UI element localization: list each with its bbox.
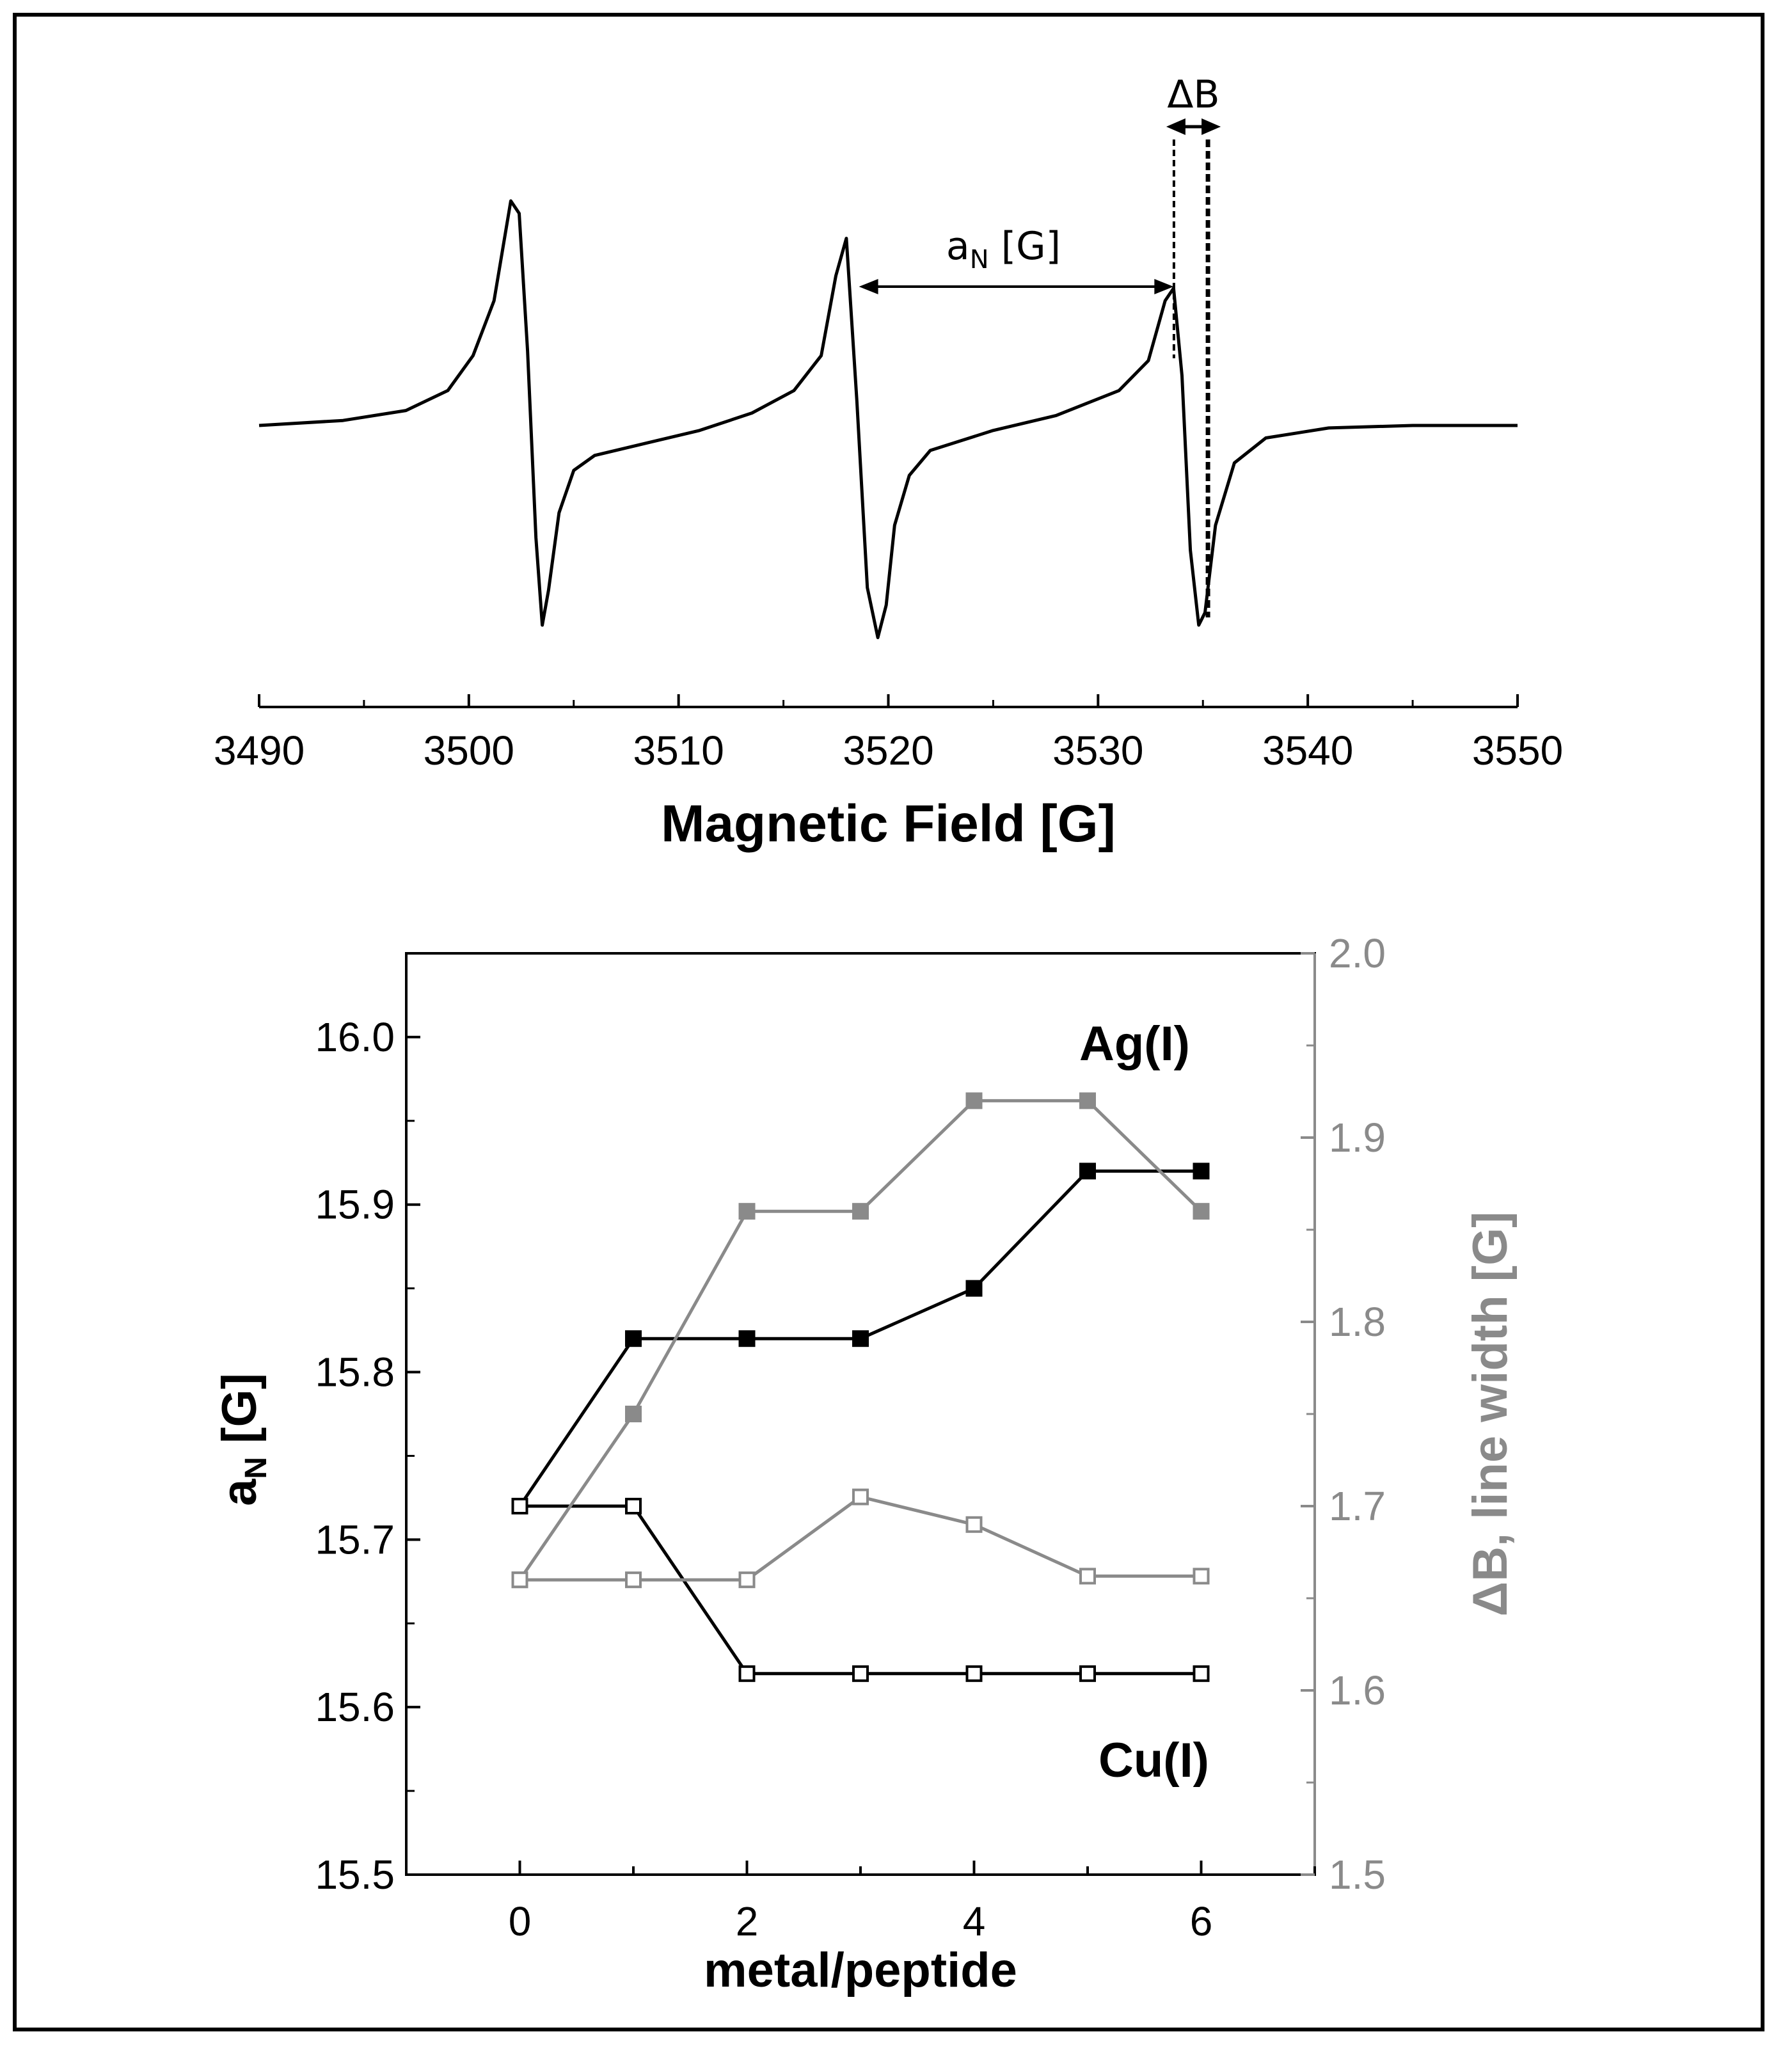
right-y-ticks: 1.5 1.6 1.7 1.8 1.9 2.0 bbox=[1301, 930, 1386, 1898]
an-arrow-head-left bbox=[859, 279, 878, 294]
an-label-rest: [G] bbox=[989, 224, 1061, 269]
top-x-tick-label: 3490 bbox=[214, 727, 305, 774]
data-point-open-marker bbox=[965, 1665, 983, 1682]
an-label-main: a bbox=[946, 224, 970, 269]
top-x-axis-label: Magnetic Field [G] bbox=[661, 795, 1116, 853]
ag-series-label: Ag(I) bbox=[1079, 1017, 1190, 1071]
right-y-axis-label: ΔB, line width [G] bbox=[1463, 1211, 1518, 1616]
left-y-tick-label: 15.5 bbox=[315, 1852, 395, 1898]
top-x-tick-label: 3510 bbox=[633, 727, 724, 774]
top-x-tick-label: 3530 bbox=[1052, 727, 1143, 774]
data-point-open-marker bbox=[511, 1571, 528, 1589]
data-point-filled-marker bbox=[965, 1280, 983, 1297]
data-point-filled-marker bbox=[1193, 1163, 1210, 1180]
left-y-axis-label: aN [G] bbox=[212, 1373, 273, 1506]
right-y-tick-label: 1.5 bbox=[1329, 1852, 1386, 1898]
top-x-tick-label: 3540 bbox=[1262, 727, 1353, 774]
top-x-tick-label: 3520 bbox=[843, 727, 933, 774]
top-x-tick-label: 3500 bbox=[424, 727, 514, 774]
data-point-open-marker bbox=[852, 1665, 869, 1682]
data-point-open-marker bbox=[738, 1571, 756, 1589]
epr-spectrum-panel: 3490 3500 3510 3520 3530 3540 3550 Magnetic Fi… bbox=[214, 72, 1563, 853]
top-x-ticks: 3490 3500 3510 3520 3530 3540 3550 bbox=[214, 694, 1563, 774]
epr-spectrum-line bbox=[258, 199, 1518, 639]
left-y-ticks: 15.5 15.6 15.7 15.8 15.9 16.0 bbox=[315, 952, 420, 1898]
left-y-tick-label: 15.7 bbox=[315, 1516, 395, 1562]
bottom-x-ticks: 0 2 4 6 bbox=[405, 1861, 1316, 1944]
data-point-filled-marker bbox=[625, 1330, 642, 1347]
right-y-tick-label: 1.7 bbox=[1329, 1483, 1386, 1529]
series-layer bbox=[511, 1092, 1210, 1682]
bottom-x-tick-label: 6 bbox=[1190, 1898, 1213, 1944]
data-point-open-marker bbox=[511, 1498, 528, 1514]
data-point-filled-marker bbox=[852, 1330, 869, 1347]
hyperfine-coupling-annotation: aN [G] bbox=[859, 224, 1174, 294]
right-y-tick-label: 2.0 bbox=[1329, 930, 1386, 976]
bottom-x-axis-label: metal/peptide bbox=[704, 1943, 1017, 1997]
data-point-filled-marker bbox=[965, 1092, 983, 1109]
data-point-filled-marker bbox=[852, 1203, 869, 1220]
linewidth-annotation: ΔB bbox=[1166, 72, 1221, 617]
cu-series-label: Cu(I) bbox=[1098, 1733, 1209, 1788]
left-y-tick-label: 16.0 bbox=[315, 1014, 395, 1060]
data-point-filled-marker bbox=[1193, 1203, 1210, 1220]
data-point-open-marker bbox=[1193, 1568, 1210, 1585]
data-point-open-marker bbox=[965, 1516, 983, 1533]
data-point-filled-marker bbox=[738, 1330, 756, 1347]
series-line-cu-i-a-n bbox=[519, 1504, 1201, 1676]
figure-frame bbox=[13, 13, 1764, 2031]
db-label: ΔB bbox=[1167, 72, 1219, 117]
right-y-tick-label: 1.9 bbox=[1329, 1115, 1386, 1161]
left-y-label-sub: N bbox=[239, 1457, 273, 1479]
series-line-cu-i-b bbox=[519, 1495, 1201, 1582]
right-y-tick-label: 1.8 bbox=[1329, 1299, 1386, 1345]
left-y-label-main: a bbox=[212, 1479, 267, 1506]
data-point-open-marker bbox=[738, 1665, 756, 1682]
db-arrow-head-right bbox=[1201, 118, 1221, 135]
data-point-open-marker bbox=[1193, 1665, 1210, 1682]
bottom-x-tick-label: 2 bbox=[736, 1898, 759, 1944]
an-label: aN [G] bbox=[946, 224, 1061, 274]
an-label-sub: N bbox=[970, 245, 989, 274]
data-point-filled-marker bbox=[1079, 1163, 1096, 1180]
left-y-label-rest: [G] bbox=[212, 1373, 267, 1457]
bottom-x-tick-label: 4 bbox=[963, 1898, 986, 1944]
right-y-tick-label: 1.6 bbox=[1329, 1667, 1386, 1713]
data-point-open-marker bbox=[1079, 1665, 1096, 1682]
data-point-open-marker bbox=[852, 1488, 869, 1505]
bottom-x-tick-label: 0 bbox=[509, 1898, 532, 1944]
top-x-tick-label: 3550 bbox=[1472, 727, 1563, 774]
data-point-open-marker bbox=[625, 1498, 642, 1514]
left-y-tick-label: 15.8 bbox=[315, 1349, 395, 1395]
data-point-filled-marker bbox=[1079, 1092, 1096, 1109]
an-arrow-head-right bbox=[1154, 279, 1174, 294]
data-point-open-marker bbox=[625, 1571, 642, 1589]
left-y-tick-label: 15.6 bbox=[315, 1684, 395, 1730]
left-y-tick-label: 15.9 bbox=[315, 1182, 395, 1228]
data-point-open-marker bbox=[1079, 1568, 1096, 1585]
db-arrow-head-left bbox=[1166, 118, 1185, 135]
data-point-filled-marker bbox=[625, 1406, 642, 1422]
data-point-filled-marker bbox=[738, 1203, 756, 1220]
